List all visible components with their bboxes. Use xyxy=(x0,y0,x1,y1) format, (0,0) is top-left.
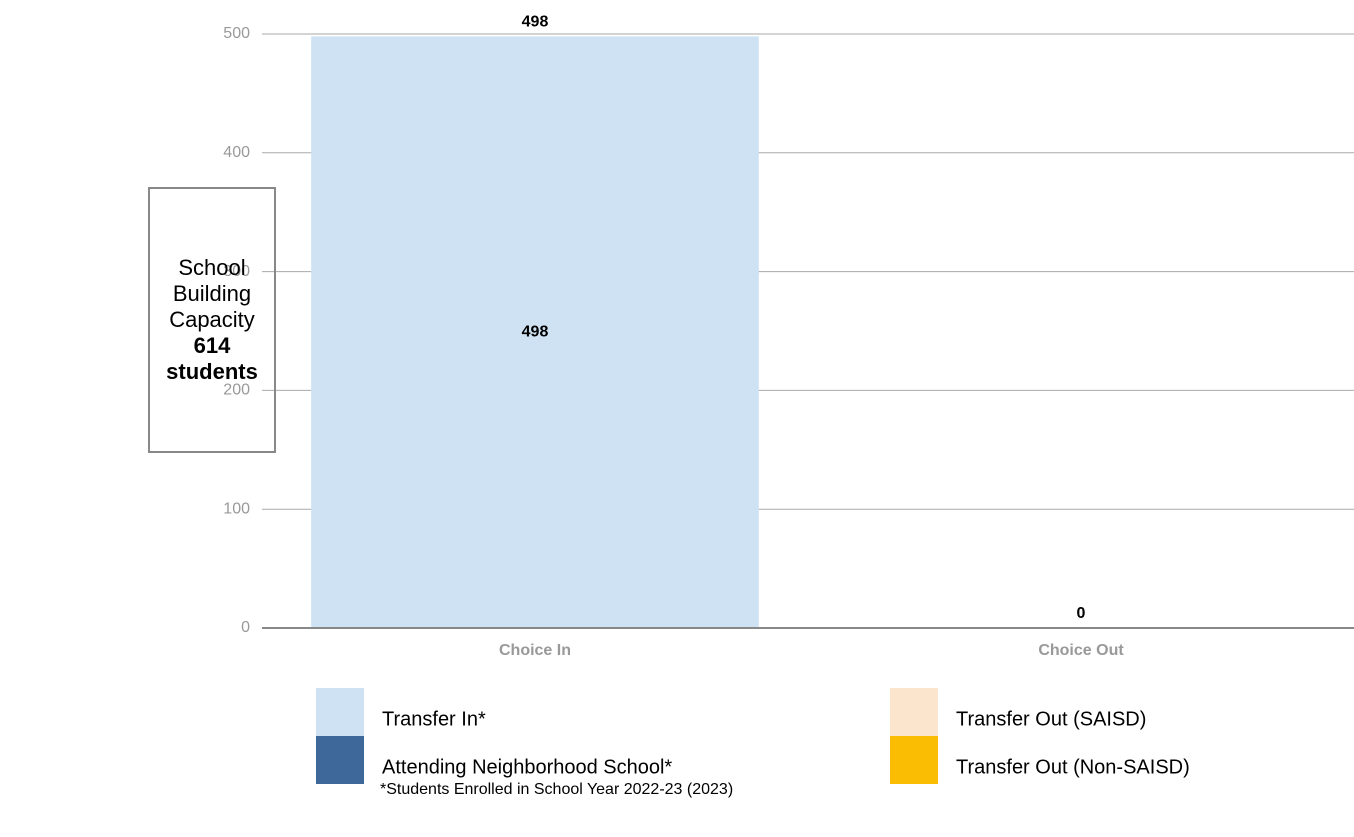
total-label: 498 xyxy=(522,14,549,31)
y-tick-label: 300 xyxy=(223,263,250,280)
bar-segment xyxy=(311,36,759,629)
total-label: 0 xyxy=(1077,605,1086,622)
capacity-unit: students xyxy=(166,359,258,384)
x-tick-label: Choice In xyxy=(499,642,571,659)
legend-label: Transfer In* xyxy=(382,708,486,730)
capacity-value: 614 xyxy=(193,333,231,358)
legend-label: Attending Neighborhood School* xyxy=(382,756,672,778)
legend-label: Transfer Out (Non-SAISD) xyxy=(956,756,1190,778)
x-tick-label: Choice Out xyxy=(1038,642,1124,659)
capacity-box: School Building Capacity 614 students xyxy=(148,187,276,453)
y-tick-label: 200 xyxy=(223,382,250,399)
legend-swatch xyxy=(890,688,938,736)
y-tick-label: 400 xyxy=(223,144,250,161)
y-tick-label: 100 xyxy=(223,500,250,517)
legend-label: Transfer Out (SAISD) xyxy=(956,708,1146,730)
legend-swatch xyxy=(316,736,364,784)
y-tick-label: 0 xyxy=(241,619,250,636)
capacity-label: School Building Capacity xyxy=(169,255,255,332)
legend-swatch xyxy=(890,736,938,784)
footnote: *Students Enrolled in School Year 2022-2… xyxy=(380,781,734,798)
legend-swatch xyxy=(316,688,364,736)
y-tick-label: 500 xyxy=(223,25,250,42)
value-label: 498 xyxy=(522,323,549,340)
